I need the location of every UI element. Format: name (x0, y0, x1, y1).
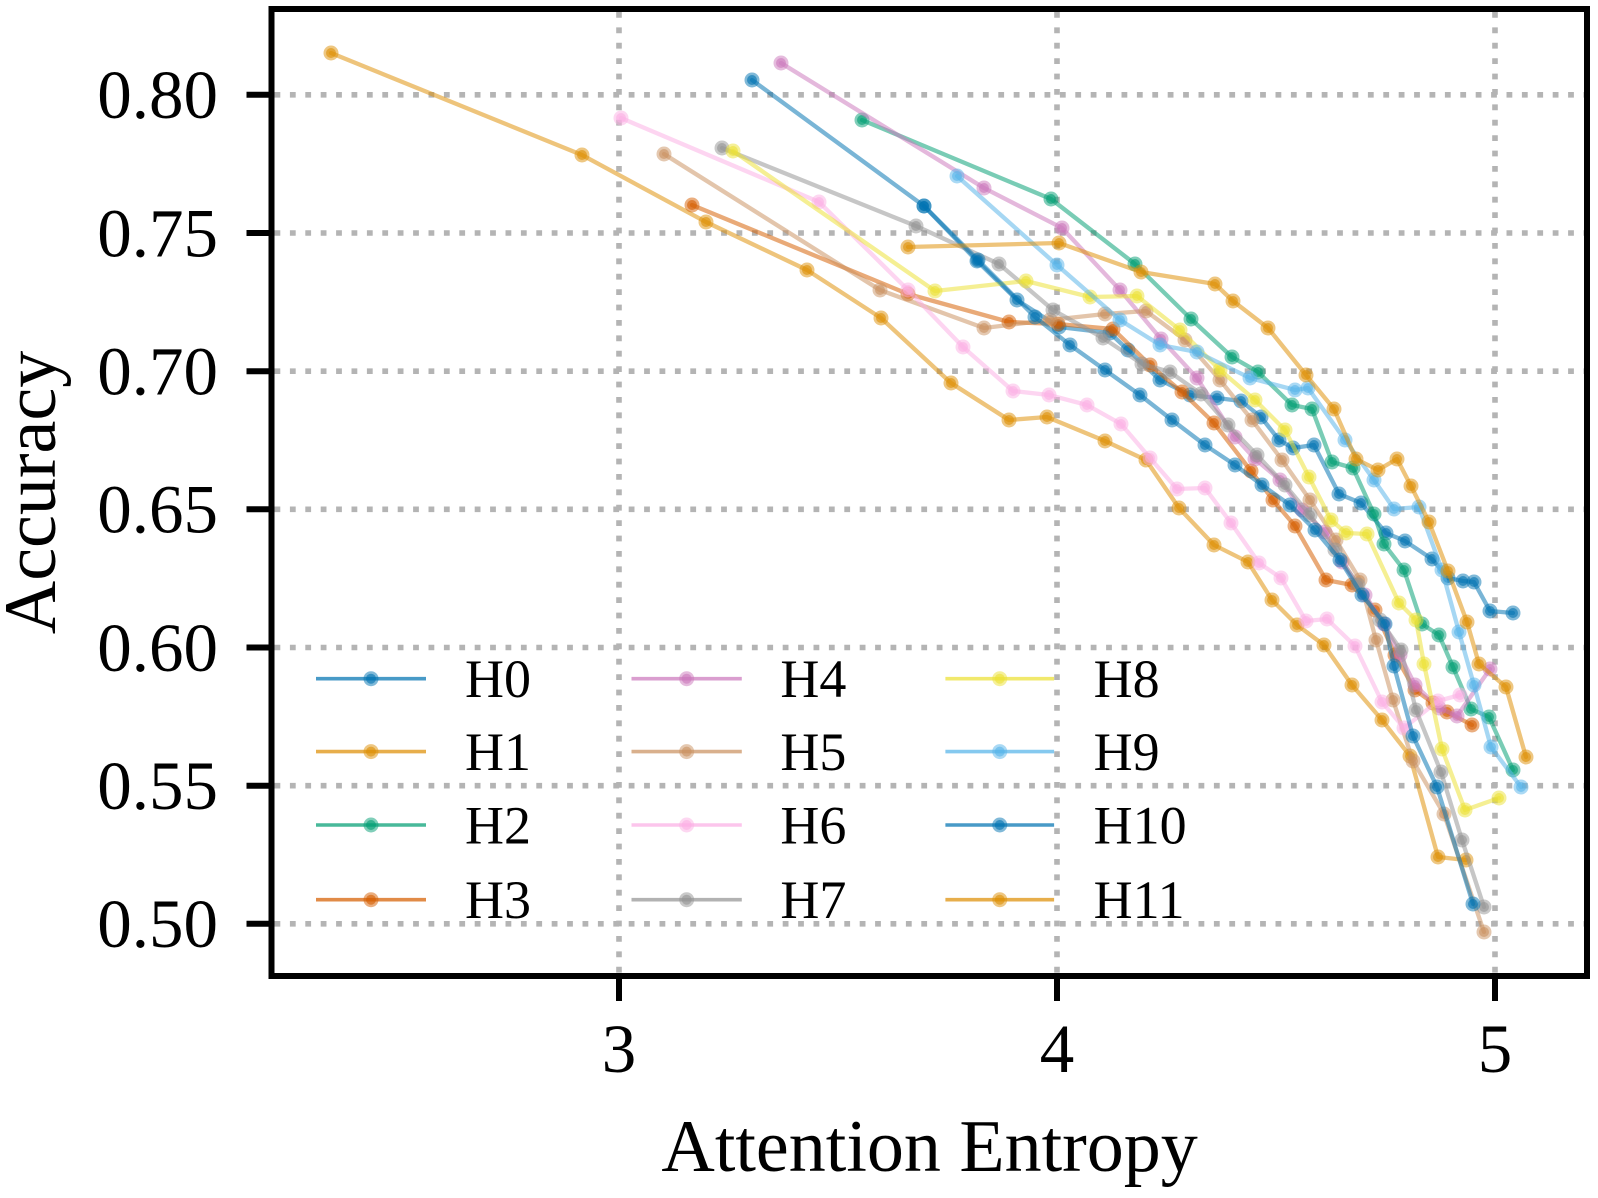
svg-text:H3: H3 (465, 870, 531, 930)
svg-text:0.60: 0.60 (97, 610, 218, 686)
svg-text:H7: H7 (780, 870, 846, 930)
svg-text:0.55: 0.55 (97, 748, 218, 824)
svg-text:H1: H1 (465, 722, 531, 782)
svg-text:Accuracy: Accuracy (0, 351, 72, 634)
svg-text:H9: H9 (1094, 722, 1160, 782)
svg-text:0.50: 0.50 (97, 886, 218, 962)
svg-text:H5: H5 (780, 722, 846, 782)
svg-text:0.70: 0.70 (97, 334, 218, 410)
svg-text:H4: H4 (780, 649, 846, 709)
svg-text:0.65: 0.65 (97, 472, 218, 548)
svg-text:4: 4 (1040, 1011, 1075, 1087)
svg-text:5: 5 (1478, 1011, 1513, 1087)
svg-text:H10: H10 (1094, 796, 1187, 856)
svg-text:H11: H11 (1094, 870, 1185, 930)
svg-text:H0: H0 (465, 649, 531, 709)
svg-text:Attention Entropy: Attention Entropy (661, 1106, 1197, 1188)
svg-text:3: 3 (602, 1011, 637, 1087)
svg-text:H8: H8 (1094, 649, 1160, 709)
svg-text:H6: H6 (780, 796, 846, 856)
svg-text:0.75: 0.75 (97, 195, 218, 271)
svg-text:H2: H2 (465, 796, 531, 856)
svg-text:0.80: 0.80 (97, 57, 218, 133)
